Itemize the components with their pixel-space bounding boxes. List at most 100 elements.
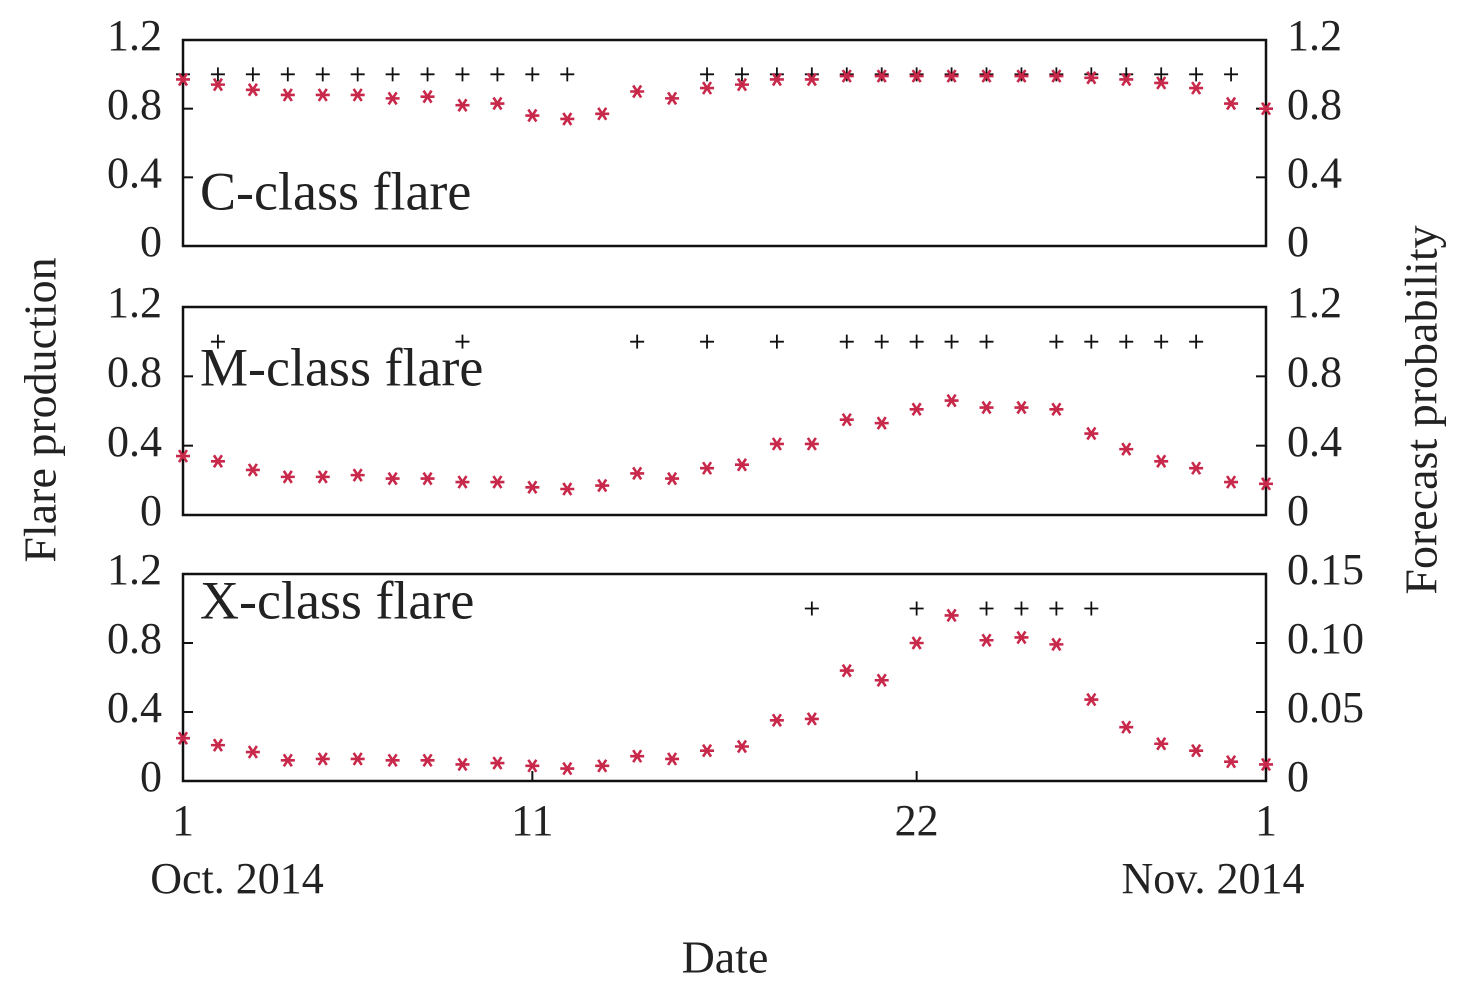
probability-point bbox=[245, 745, 260, 759]
probability-point bbox=[979, 400, 994, 415]
y2-tick-label: 0.4 bbox=[1287, 417, 1342, 466]
plot-frame bbox=[181, 38, 1268, 248]
probability-point bbox=[909, 636, 924, 650]
probability-point bbox=[1084, 692, 1099, 707]
x-tick-label: 1 bbox=[172, 796, 194, 845]
probability-point bbox=[455, 98, 470, 112]
production-point bbox=[490, 67, 505, 82]
y-tick-label: 0.4 bbox=[107, 683, 162, 732]
probability-point bbox=[560, 482, 575, 496]
probability-point bbox=[176, 731, 190, 745]
production-point bbox=[210, 334, 225, 349]
probability-point bbox=[525, 108, 540, 123]
y2-tick-label: 0.8 bbox=[1287, 347, 1342, 396]
x-tick-label: 22 bbox=[895, 796, 939, 845]
probability-point bbox=[944, 69, 959, 83]
probability-point bbox=[490, 96, 505, 111]
probability-point bbox=[176, 449, 190, 463]
probability-point bbox=[1014, 400, 1029, 415]
production-point bbox=[1119, 334, 1134, 349]
probability-point bbox=[1189, 461, 1204, 475]
y-tick-label: 0 bbox=[140, 752, 162, 801]
production-point bbox=[315, 67, 330, 82]
probability-point bbox=[280, 470, 295, 484]
y-tick-label: 0.4 bbox=[107, 417, 162, 466]
probability-point bbox=[1189, 81, 1204, 95]
production-point bbox=[630, 334, 645, 349]
probability-point bbox=[385, 471, 400, 486]
y2-tick-label: 0.05 bbox=[1287, 683, 1364, 732]
probability-point bbox=[665, 91, 680, 106]
probability-point bbox=[804, 712, 819, 726]
probability-point bbox=[1154, 454, 1169, 468]
probability-point bbox=[1119, 72, 1134, 87]
probability-point bbox=[350, 88, 365, 102]
panel-annotation: M-class flare bbox=[200, 337, 483, 397]
production-point bbox=[420, 67, 435, 82]
probability-point bbox=[315, 752, 330, 766]
probability-point bbox=[909, 69, 924, 83]
probability-point bbox=[630, 749, 645, 763]
probability-point bbox=[350, 468, 365, 482]
probability-point bbox=[280, 88, 295, 102]
y-tick-label: 0.4 bbox=[107, 148, 162, 197]
production-point bbox=[210, 67, 225, 82]
y2-tick-label: 0 bbox=[1287, 217, 1309, 266]
probability-point bbox=[874, 673, 889, 687]
production-point bbox=[700, 334, 715, 349]
probability-point bbox=[525, 759, 540, 773]
probability-point bbox=[839, 69, 854, 83]
probability-point bbox=[525, 480, 540, 494]
probability-point bbox=[1259, 101, 1273, 116]
probability-point bbox=[1154, 737, 1169, 751]
y-tick-label: 1.2 bbox=[107, 545, 162, 594]
production-point bbox=[769, 334, 784, 349]
period-label: Nov. 2014 bbox=[1122, 854, 1305, 903]
y-tick-label: 1.2 bbox=[107, 11, 162, 60]
panel-annotation: X-class flare bbox=[200, 570, 474, 630]
probability-point bbox=[734, 77, 749, 92]
probability-point bbox=[874, 69, 889, 83]
panel-annotation: C-class flare bbox=[200, 161, 471, 221]
probability-point bbox=[455, 757, 470, 772]
production-point bbox=[1154, 334, 1169, 349]
production-point bbox=[874, 334, 889, 349]
production-point bbox=[1084, 601, 1099, 616]
y2-tick-label: 0.10 bbox=[1287, 614, 1364, 663]
probability-point bbox=[700, 743, 715, 758]
probability-point bbox=[804, 72, 819, 87]
y2-tick-label: 0.8 bbox=[1287, 80, 1342, 129]
probability-point bbox=[734, 458, 749, 472]
probability-point bbox=[1119, 720, 1134, 734]
probability-point bbox=[769, 437, 784, 451]
probability-point bbox=[420, 753, 435, 768]
production-point bbox=[734, 67, 749, 82]
production-point bbox=[1049, 334, 1064, 349]
probability-point bbox=[1154, 76, 1169, 90]
probability-point bbox=[665, 471, 680, 486]
probability-point bbox=[420, 471, 435, 486]
production-point bbox=[280, 67, 295, 82]
y2-tick-label: 1.2 bbox=[1287, 278, 1342, 327]
probability-point bbox=[1224, 754, 1239, 769]
probability-point bbox=[245, 83, 260, 97]
probability-point bbox=[839, 663, 854, 678]
y2-tick-label: 0 bbox=[1287, 752, 1309, 801]
x-tick-label: 1 bbox=[1255, 796, 1277, 845]
y-tick-label: 0.8 bbox=[107, 347, 162, 396]
probability-point bbox=[280, 753, 295, 768]
production-point bbox=[839, 334, 854, 349]
probability-point bbox=[245, 463, 260, 477]
production-point bbox=[979, 334, 994, 349]
probability-point bbox=[1224, 96, 1239, 111]
probability-point bbox=[385, 91, 400, 106]
probability-point bbox=[874, 416, 889, 430]
probability-point bbox=[1049, 637, 1064, 652]
x-tick-label: 11 bbox=[511, 796, 553, 845]
probability-point bbox=[979, 633, 994, 647]
probability-point bbox=[1014, 69, 1029, 83]
y2-axis-label: Forecast probability bbox=[1396, 225, 1447, 594]
probability-point bbox=[176, 72, 190, 87]
probability-point bbox=[560, 112, 575, 126]
probability-point bbox=[595, 759, 610, 773]
